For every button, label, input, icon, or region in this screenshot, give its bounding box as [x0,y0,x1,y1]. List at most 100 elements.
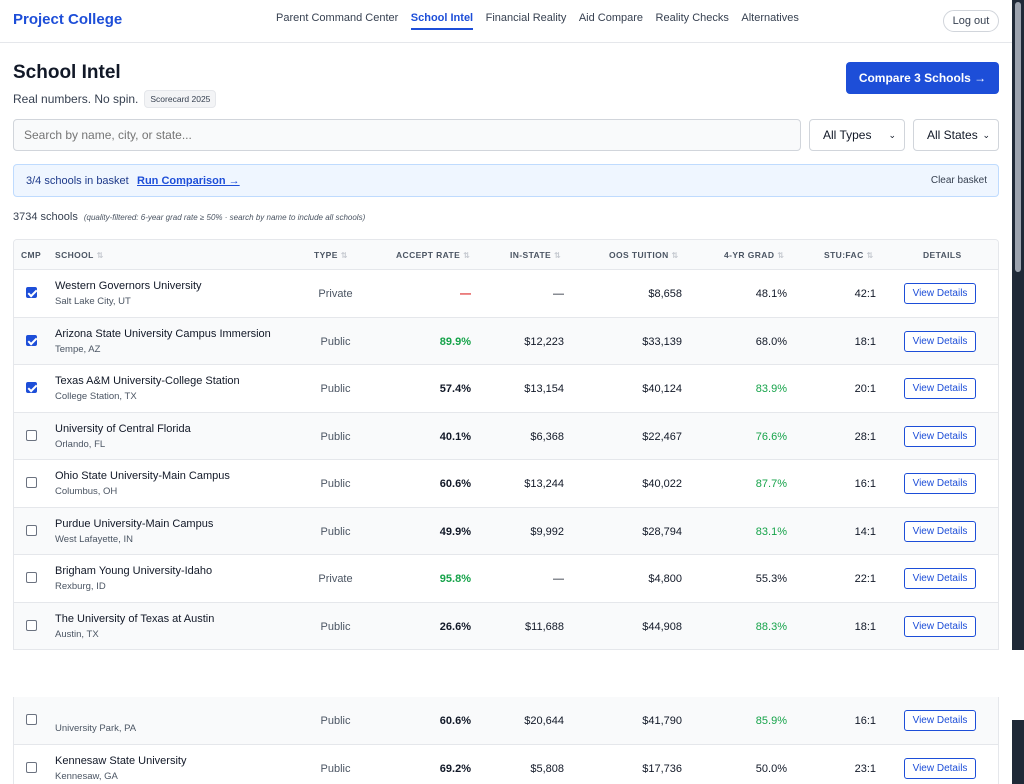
col-accept-label: ACCEPT RATE [396,250,461,260]
scrollbar-thumb[interactable] [1015,2,1021,272]
nav-parent-command-center[interactable]: Parent Command Center [276,12,399,24]
col-details-label: DETAILS [923,250,962,260]
nav-reality-checks[interactable]: Reality Checks [655,12,729,24]
compare-checkbox[interactable] [26,429,37,441]
compare-checkbox[interactable] [26,761,37,773]
nav-links: Parent Command Center School Intel Finan… [276,12,811,30]
student-faculty-ratio: 16:1 [854,478,876,490]
school-type: Public [320,762,351,775]
run-comparison-link[interactable]: Run Comparison → [137,175,240,187]
col-details: DETAILS [923,250,962,260]
page-scrollbar-lower[interactable] [1012,720,1024,784]
oos-tuition: $40,022 [642,478,682,490]
oos-tuition: $17,736 [642,762,682,775]
grad-rate: 48.1% [755,288,787,300]
clear-basket-button[interactable]: Clear basket [930,175,987,186]
oos-tuition: $8,658 [648,288,682,300]
student-faculty-ratio: 42:1 [854,288,876,300]
school-name[interactable]: Arizona State University Campus Immersio… [55,327,271,340]
compare-checkbox[interactable] [26,572,37,583]
school-name[interactable]: Western Governors University [55,280,202,292]
school-location: University Park, PA [55,723,137,734]
compare-checkbox[interactable] [26,382,37,393]
view-details-button[interactable]: View Details [904,615,976,637]
type-filter-value: All Types [823,128,872,142]
school-name[interactable]: Brigham Young University-Idaho [55,565,213,577]
chevron-down-icon: ⌄ [888,129,896,140]
compare-checkbox[interactable] [26,619,37,631]
view-details-button[interactable]: View Details [904,473,976,494]
sort-icon: ⇅ [463,251,471,260]
view-details-button[interactable]: View Details [904,568,976,589]
oos-tuition: $28,794 [642,525,682,538]
in-state-tuition: $12,223 [524,335,564,348]
brand-logo[interactable]: Project College [13,11,123,28]
sort-icon: ⇅ [671,251,679,260]
scorecard-badge: Scorecard 2025 [144,90,217,108]
compare-checkbox[interactable] [26,287,37,298]
table-body-lower: University Park, PA Public 60.6% $20,644 $41… [14,697,998,784]
nav-financial-reality[interactable]: Financial Reality [485,12,567,24]
school-location: Kennesaw, GA [55,770,118,782]
logout-button[interactable]: Log out [943,10,999,32]
col-school[interactable]: SCHOOL ⇅ [55,250,104,260]
in-state-tuition: $11,688 [525,620,564,633]
accept-rate: 60.6% [439,715,471,727]
school-name[interactable]: Purdue University-Main Campus [55,517,214,530]
view-details-button[interactable]: View Details [904,757,976,779]
col-ratio[interactable]: STU:FAC ⇅ [824,250,874,260]
nav-school-intel[interactable]: School Intel [410,12,474,30]
search-input[interactable] [13,119,801,151]
page-scrollbar[interactable] [1012,0,1024,650]
school-name[interactable]: Kennesaw State University [55,754,187,767]
school-location: Rexburg, ID [55,581,106,592]
compare-checkbox[interactable] [26,477,37,488]
accept-rate: 57.4% [439,383,471,395]
col-grad[interactable]: 4-YR GRAD ⇅ [724,250,784,260]
accept-rate: — [460,288,471,300]
grad-rate: 88.3% [755,620,787,633]
compare-schools-button[interactable]: Compare 3 Schools → [846,62,999,94]
grad-rate: 76.6% [755,430,787,443]
view-details-button[interactable]: View Details [904,710,976,731]
col-instate[interactable]: IN-STATE ⇅ [510,250,561,260]
col-instate-label: IN-STATE [510,250,552,260]
oos-tuition: $33,139 [642,335,682,348]
oos-tuition: $41,790 [642,715,682,727]
basket-count: 3/4 schools in basket [26,175,129,187]
col-oos[interactable]: OOS TUITION ⇅ [609,250,679,260]
table-row: The University of Texas at Austin Austin,… [14,602,998,650]
school-name[interactable]: University of Central Florida [55,422,191,435]
school-location: Austin, TX [55,628,99,640]
school-name[interactable]: Texas A&M University-College Station [55,375,240,387]
col-type[interactable]: TYPE ⇅ [314,250,348,260]
nav-alternatives[interactable]: Alternatives [741,12,799,24]
compare-checkbox[interactable] [26,714,37,725]
view-details-button[interactable]: View Details [904,378,976,399]
view-details-button[interactable]: View Details [904,425,976,447]
nav-aid-compare[interactable]: Aid Compare [578,12,644,24]
table-body: Western Governors University Salt Lake Ci… [14,270,998,650]
school-name[interactable]: Ohio State University-Main Campus [55,470,230,482]
compare-checkbox[interactable] [26,524,37,536]
col-accept[interactable]: ACCEPT RATE ⇅ [396,250,470,260]
page-subtitle: Real numbers. No spin. Scorecard 2025 [13,90,217,108]
school-name[interactable]: The University of Texas at Austin [55,612,215,625]
state-filter-select[interactable]: All States ⌄ [913,119,999,151]
school-location: Tempe, AZ [55,343,101,355]
sort-icon: ⇅ [340,251,348,260]
accept-rate: 69.2% [439,762,471,775]
school-type: Public [320,383,351,395]
view-details-button[interactable]: View Details [904,520,976,542]
school-type: Private [318,288,353,300]
view-details-button[interactable]: View Details [904,283,976,304]
accept-rate: 89.9% [439,335,471,348]
school-type: Public [320,525,351,538]
compare-checkbox[interactable] [26,334,37,346]
student-faculty-ratio: 23:1 [854,762,876,775]
table-row: Texas A&M University-College Station Coll… [14,365,998,413]
view-details-button[interactable]: View Details [904,330,976,352]
oos-tuition: $4,800 [648,573,682,585]
type-filter-select[interactable]: All Types ⌄ [809,119,905,151]
filter-note: (quality-filtered: 6-year grad rate ≥ 50… [83,213,366,222]
